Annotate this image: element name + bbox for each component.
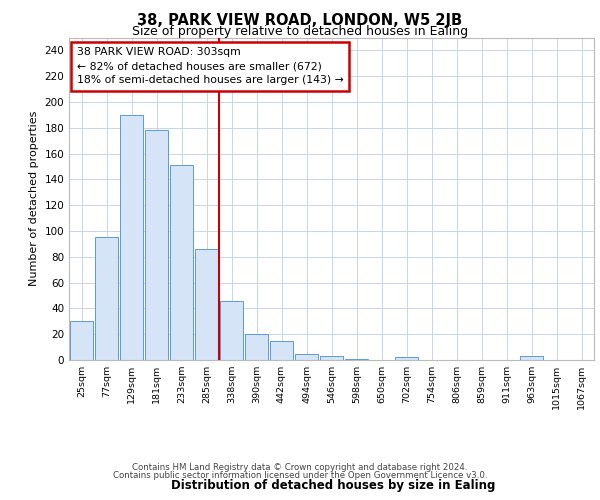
Bar: [220, 300, 244, 360]
Bar: [344, 358, 368, 360]
Text: 38, PARK VIEW ROAD, LONDON, W5 2JB: 38, PARK VIEW ROAD, LONDON, W5 2JB: [137, 12, 463, 28]
Bar: [170, 165, 193, 360]
Bar: [245, 334, 268, 360]
Text: Contains public sector information licensed under the Open Government Licence v3: Contains public sector information licen…: [113, 471, 487, 480]
Bar: [295, 354, 319, 360]
Bar: [194, 249, 218, 360]
Bar: [320, 356, 343, 360]
Bar: [70, 322, 94, 360]
Y-axis label: Number of detached properties: Number of detached properties: [29, 111, 39, 286]
Text: 38 PARK VIEW ROAD: 303sqm
← 82% of detached houses are smaller (672)
18% of semi: 38 PARK VIEW ROAD: 303sqm ← 82% of detac…: [77, 47, 344, 85]
Bar: [119, 115, 143, 360]
Bar: [395, 358, 418, 360]
Bar: [269, 340, 293, 360]
Text: Distribution of detached houses by size in Ealing: Distribution of detached houses by size …: [171, 480, 495, 492]
Bar: [145, 130, 169, 360]
Bar: [520, 356, 544, 360]
Text: Size of property relative to detached houses in Ealing: Size of property relative to detached ho…: [132, 25, 468, 38]
Bar: [95, 238, 118, 360]
Text: Contains HM Land Registry data © Crown copyright and database right 2024.: Contains HM Land Registry data © Crown c…: [132, 464, 468, 472]
